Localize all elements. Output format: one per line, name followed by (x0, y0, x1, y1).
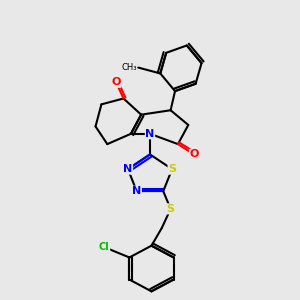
Text: O: O (112, 77, 121, 87)
Text: O: O (190, 149, 199, 159)
Text: N: N (132, 186, 141, 196)
Text: CH₃: CH₃ (121, 63, 137, 72)
Text: S: S (168, 164, 176, 174)
Text: N: N (146, 129, 154, 139)
Text: Cl: Cl (99, 242, 110, 252)
Text: N: N (123, 164, 133, 174)
Text: S: S (167, 204, 175, 214)
